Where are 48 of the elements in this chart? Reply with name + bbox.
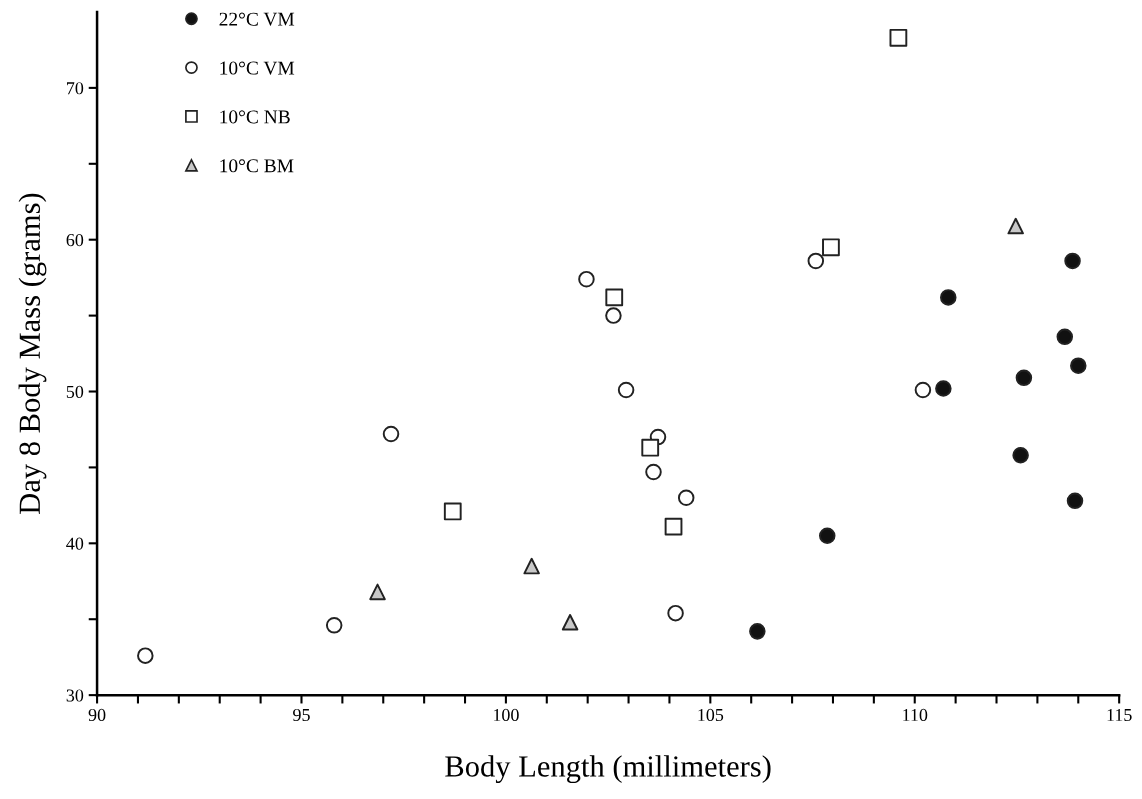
point (645, 463, 662, 481)
point (677, 489, 695, 507)
x-tick-label: 100 (493, 708, 519, 722)
point (382, 425, 400, 443)
legend-label: 10°C NB (220, 110, 290, 124)
point (664, 517, 683, 536)
point (940, 289, 957, 306)
y-tick-label: 50 (66, 385, 84, 398)
x-tick-label: 110 (903, 708, 928, 722)
point (443, 502, 462, 521)
point (1056, 328, 1074, 346)
y-tick-label: 70 (67, 82, 84, 95)
point (605, 288, 624, 307)
point (1012, 447, 1029, 464)
x-tick-label: 90 (88, 708, 106, 722)
point (578, 270, 595, 288)
point (617, 381, 635, 399)
point (667, 604, 684, 622)
legend-label: 10°C VM (220, 61, 295, 75)
point (914, 381, 932, 399)
point (523, 557, 540, 575)
point (935, 380, 952, 397)
point (137, 647, 154, 664)
point (807, 252, 825, 270)
point (1070, 357, 1087, 374)
point (561, 614, 579, 631)
y-axis-title: Day 8 Body Mass (grams) (18, 193, 47, 514)
point (1064, 252, 1081, 270)
point (369, 583, 386, 601)
point (605, 307, 622, 324)
point (1007, 217, 1024, 235)
x-tick-label: 105 (698, 708, 724, 722)
point (1066, 492, 1084, 510)
legend-label: 10°C BM (220, 159, 294, 173)
x-axis-title: Body Length (millimeters) (445, 755, 771, 784)
point (1015, 369, 1033, 387)
point (889, 28, 908, 47)
point (641, 438, 660, 457)
point (325, 617, 343, 634)
point (819, 527, 836, 544)
y-tick-label: 60 (66, 233, 84, 247)
x-tick-label: 115 (1107, 708, 1132, 722)
y-tick-label: 40 (66, 537, 84, 550)
y-tick-label: 30 (66, 689, 84, 702)
legend-label: 22°C VM (219, 12, 295, 26)
point (822, 238, 840, 257)
x-tick-label: 95 (293, 708, 310, 722)
point (749, 623, 766, 640)
